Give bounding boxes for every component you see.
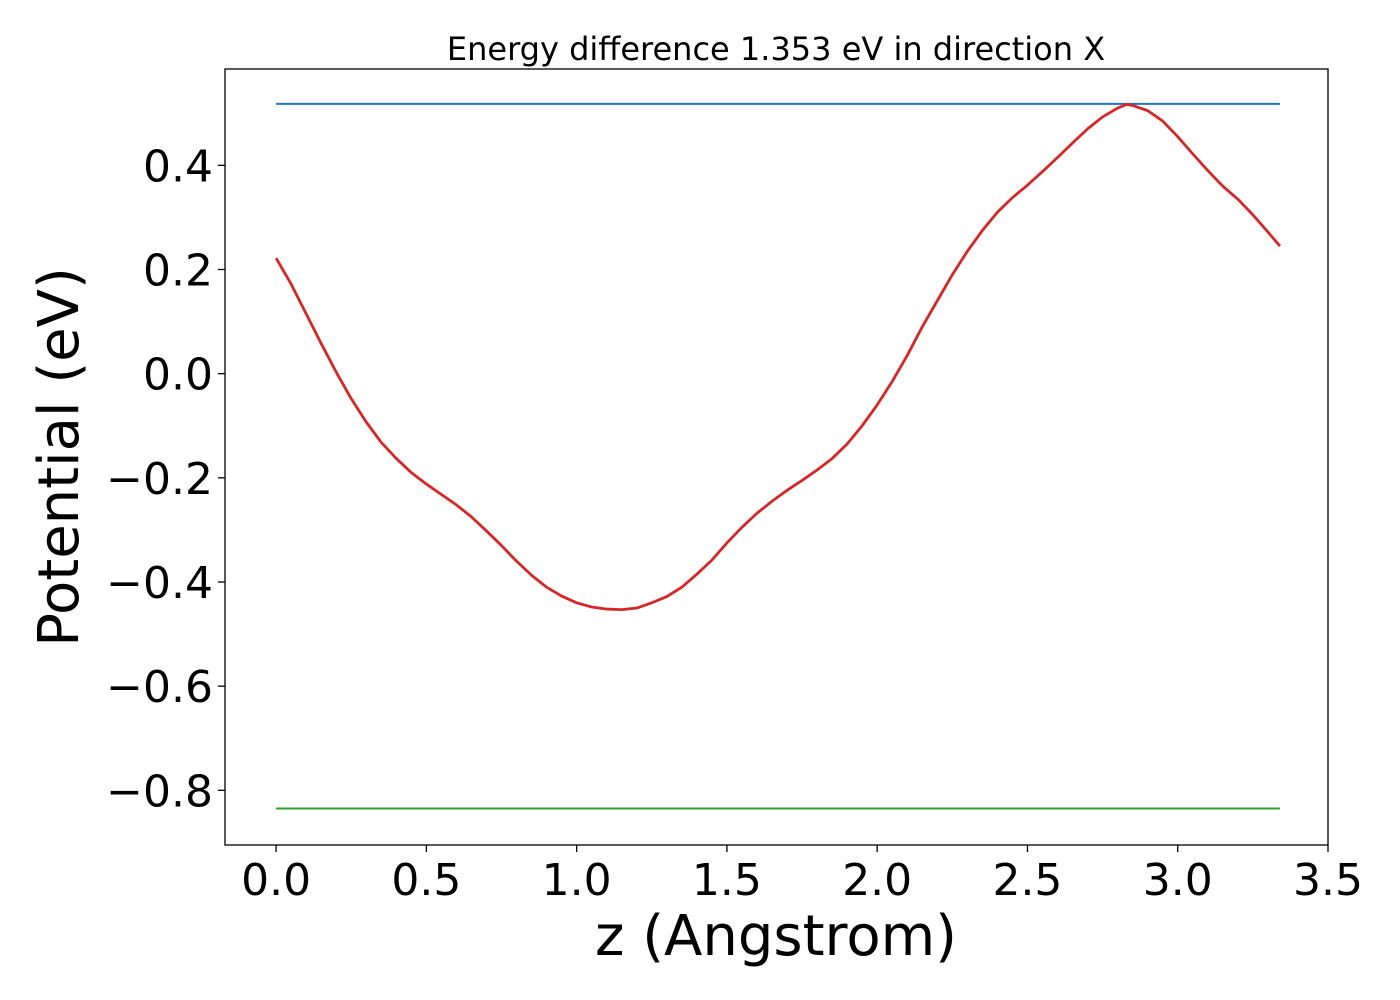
y-axis-ticks: 0.4 0.2 0.0 −0.2 −0.4 −0.6 −0.8 [106, 141, 225, 817]
chart-title: Energy difference 1.353 eV in direction … [447, 30, 1105, 68]
series-line-2 [274, 103, 1281, 611]
y-tick-label: 0.4 [143, 141, 213, 192]
x-tick-label: 3.0 [1143, 855, 1213, 906]
y-tick-label: −0.4 [106, 558, 213, 609]
y-tick-label: −0.8 [106, 766, 213, 817]
plot-frame [224, 68, 1329, 846]
x-axis-ticks: 0.0 0.5 1.0 1.5 2.0 2.5 3.0 3.5 [241, 845, 1363, 906]
y-tick-label: 0.2 [143, 246, 213, 297]
x-tick-label: 0.0 [241, 855, 311, 906]
x-axis-label: z (Angstrom) [595, 904, 957, 969]
x-tick-label: 0.5 [391, 855, 461, 906]
y-tick-label: −0.6 [106, 662, 213, 713]
x-tick-label: 2.5 [992, 855, 1062, 906]
x-tick-label: 1.5 [692, 855, 762, 906]
x-tick-label: 2.0 [842, 855, 912, 906]
x-tick-label: 3.5 [1293, 855, 1363, 906]
series-layer [274, 102, 1281, 810]
y-axis-label: Potential (eV) [27, 267, 92, 647]
y-tick-label: −0.2 [106, 454, 213, 505]
y-tick-label: 0.0 [143, 350, 213, 401]
x-tick-label: 1.0 [542, 855, 612, 906]
